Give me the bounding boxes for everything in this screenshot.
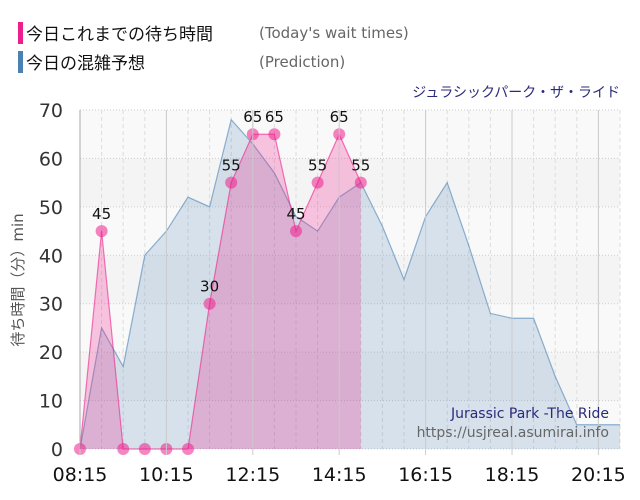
grid-band — [80, 110, 620, 159]
today-data-point — [354, 176, 367, 189]
y-tick-label: 50 — [39, 197, 63, 219]
legend-today: 今日これまでの待ち時間 (Today's wait times) — [18, 20, 409, 45]
today-data-point — [268, 128, 281, 141]
x-tick-label: 16:15 — [398, 464, 453, 486]
legend-sub-prediction: (Prediction) — [259, 52, 346, 71]
y-axis-label: 待ち時間（分）min — [9, 213, 27, 346]
today-data-point — [138, 443, 151, 455]
prediction-line — [79, 118, 620, 450]
legend-label-prediction: 今日の混雑予想 — [26, 54, 145, 74]
legend-swatch-today — [18, 21, 23, 44]
y-tick-label: 30 — [39, 294, 63, 316]
today-data-point — [203, 297, 216, 310]
watermark-url: https://usjreal.asumirai.info — [417, 425, 609, 441]
legend-swatch-prediction — [18, 50, 23, 73]
today-data-point — [225, 176, 238, 189]
data-label: 55 — [308, 157, 327, 175]
legend-sub-today: (Today's wait times) — [259, 23, 409, 42]
today-data-point — [117, 443, 130, 455]
x-tick-label: 14:15 — [312, 464, 367, 486]
prediction-area — [80, 119, 620, 449]
ride-name: ジュラシックパーク・ザ・ライド — [412, 85, 620, 101]
data-label: 55 — [222, 157, 241, 175]
today-data-point — [182, 443, 194, 455]
grid-band — [80, 255, 620, 304]
y-tick-label: 0 — [51, 439, 63, 461]
y-tick-label: 70 — [39, 100, 63, 122]
grid-band — [80, 303, 620, 353]
grid-band — [80, 206, 620, 256]
y-tick-label: 20 — [39, 342, 63, 364]
today-data-point — [290, 225, 302, 238]
today-data-point — [311, 176, 324, 189]
data-label: 30 — [200, 278, 219, 296]
today-data-point — [95, 225, 108, 238]
today-area — [80, 134, 361, 449]
x-tick-label: 12:15 — [225, 464, 280, 486]
data-label: 45 — [286, 205, 305, 223]
y-tick-label: 40 — [39, 245, 63, 267]
legend-prediction: 今日の混雑予想 (Prediction) — [18, 49, 345, 74]
data-label: 55 — [351, 157, 370, 175]
grid-band — [80, 158, 620, 207]
x-tick-label: 10:15 — [139, 464, 194, 486]
grid-band — [80, 352, 620, 401]
legend-label-today: 今日これまでの待ち時間 — [26, 25, 213, 45]
x-tick-label: 08:15 — [53, 464, 108, 486]
x-tick-label: 18:15 — [485, 464, 540, 486]
y-tick-label: 10 — [39, 391, 63, 413]
data-label: 45 — [92, 205, 111, 223]
grid-band — [80, 400, 620, 449]
data-label: 65 — [265, 108, 284, 126]
watermark-title: Jurassic Park -The Ride — [450, 406, 609, 422]
y-tick-label: 60 — [39, 148, 63, 170]
x-tick-label: 20:15 — [571, 464, 626, 486]
